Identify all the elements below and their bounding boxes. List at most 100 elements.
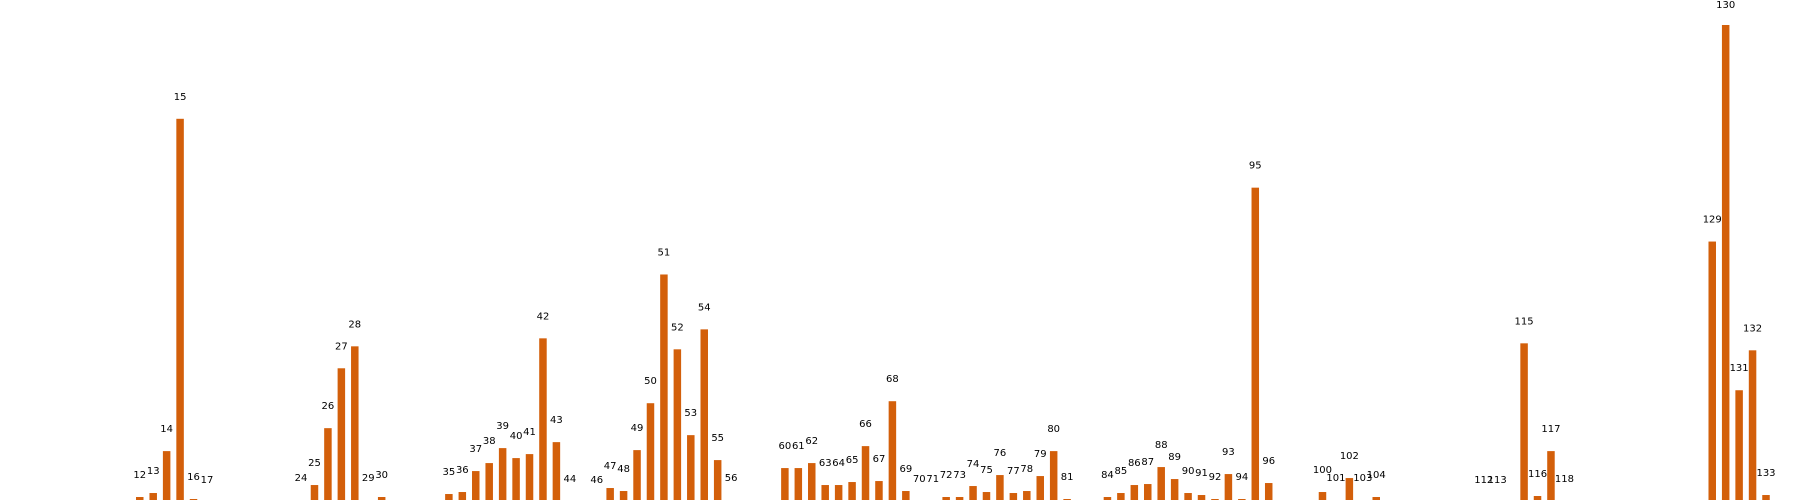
bar-label-14: 14	[160, 424, 173, 435]
bar-label-63: 63	[819, 458, 832, 469]
bar-73	[955, 497, 964, 500]
bar-62	[808, 463, 816, 500]
bar-54	[700, 329, 708, 500]
bar-label-70: 70	[913, 474, 926, 485]
bar-label-42: 42	[537, 311, 550, 322]
bar-36	[458, 492, 467, 500]
bar-132	[1748, 350, 1757, 500]
bar-15	[176, 118, 184, 500]
bar-129	[1708, 241, 1716, 500]
bar-series	[136, 25, 1770, 500]
bar-label-104: 104	[1367, 470, 1386, 481]
bar-label-13: 13	[147, 466, 160, 477]
bar-label-53: 53	[684, 408, 697, 419]
bar-35	[445, 494, 453, 500]
bar-label-130: 130	[1716, 0, 1735, 11]
bar-label-44: 44	[563, 474, 576, 485]
bar-label-49: 49	[631, 423, 644, 434]
bar-label-26: 26	[322, 401, 335, 412]
bar-63	[821, 485, 829, 500]
bar-label-100: 100	[1313, 465, 1332, 476]
bar-label-74: 74	[967, 459, 980, 470]
bar-label-129: 129	[1703, 215, 1722, 226]
bar-label-56: 56	[725, 473, 738, 484]
bar-label-60: 60	[779, 441, 792, 452]
bar-label-113: 113	[1488, 475, 1507, 486]
bar-label-35: 35	[443, 467, 456, 478]
bar-label-12: 12	[133, 470, 146, 481]
bar-91	[1197, 495, 1206, 500]
bar-67	[875, 481, 883, 500]
bar-label-54: 54	[698, 302, 711, 313]
bar-label-65: 65	[846, 455, 859, 466]
bar-label-47: 47	[604, 461, 617, 472]
bar-133	[1762, 495, 1770, 500]
bar-label-64: 64	[832, 458, 845, 469]
bar-80	[1049, 451, 1058, 500]
bar-89	[1170, 479, 1179, 500]
bar-25	[310, 485, 319, 500]
bar-label-38: 38	[483, 436, 496, 447]
bar-label-78: 78	[1020, 464, 1033, 475]
bar-label-91: 91	[1195, 468, 1208, 479]
bar-100	[1318, 492, 1327, 500]
bar-55	[713, 460, 722, 500]
bar-86	[1130, 485, 1139, 500]
bar-label-71: 71	[926, 474, 939, 485]
bar-87	[1144, 484, 1152, 500]
bar-77	[1009, 493, 1018, 500]
bar-90	[1184, 493, 1192, 500]
bar-label-89: 89	[1168, 452, 1181, 463]
bar-131	[1735, 390, 1743, 500]
bar-label-103: 103	[1353, 473, 1372, 484]
bar-38	[485, 463, 493, 500]
bar-label-52: 52	[671, 322, 684, 333]
bar-label-81: 81	[1061, 472, 1074, 483]
bar-label-73: 73	[953, 470, 966, 481]
bar-label-133: 133	[1756, 468, 1775, 479]
bar-69	[902, 491, 910, 500]
bar-117	[1547, 451, 1555, 500]
bar-label-55: 55	[711, 433, 724, 444]
bar-label-39: 39	[496, 421, 509, 432]
bar-37	[472, 471, 480, 500]
bar-102	[1345, 478, 1354, 500]
bar-48	[619, 491, 628, 500]
bar-label-85: 85	[1115, 466, 1128, 477]
bar-label-80: 80	[1047, 424, 1060, 435]
bar-68	[888, 401, 897, 500]
bar-label-15: 15	[174, 92, 187, 103]
bar-label-62: 62	[805, 436, 818, 447]
bar-64	[834, 485, 843, 500]
bar-39	[498, 448, 507, 500]
bar-14	[162, 451, 171, 500]
bar-74	[969, 486, 977, 500]
bar-label-132: 132	[1743, 323, 1762, 334]
bar-42	[539, 338, 547, 500]
bar-49	[633, 450, 641, 500]
bar-88	[1157, 467, 1165, 500]
bar-label-117: 117	[1541, 424, 1560, 435]
bar-43	[552, 442, 561, 500]
bar-label-93: 93	[1222, 447, 1235, 458]
bar-label-69: 69	[899, 464, 912, 475]
bar-label-24: 24	[295, 473, 308, 484]
bar-104	[1372, 497, 1380, 500]
bar-label-25: 25	[308, 458, 321, 469]
bar-60	[781, 468, 789, 500]
bar-label-87: 87	[1141, 457, 1154, 468]
bar-115	[1520, 343, 1528, 500]
bar-75	[982, 492, 991, 500]
bar-label-40: 40	[510, 431, 523, 442]
bar-26	[324, 428, 332, 500]
bar-label-48: 48	[617, 464, 630, 475]
bar-label-94: 94	[1235, 472, 1248, 483]
bar-label-116: 116	[1528, 469, 1547, 480]
bar-30	[377, 497, 386, 500]
bar-78	[1023, 491, 1031, 500]
bar-85	[1117, 493, 1125, 500]
bar-label-36: 36	[456, 465, 469, 476]
bar-47	[606, 488, 614, 500]
